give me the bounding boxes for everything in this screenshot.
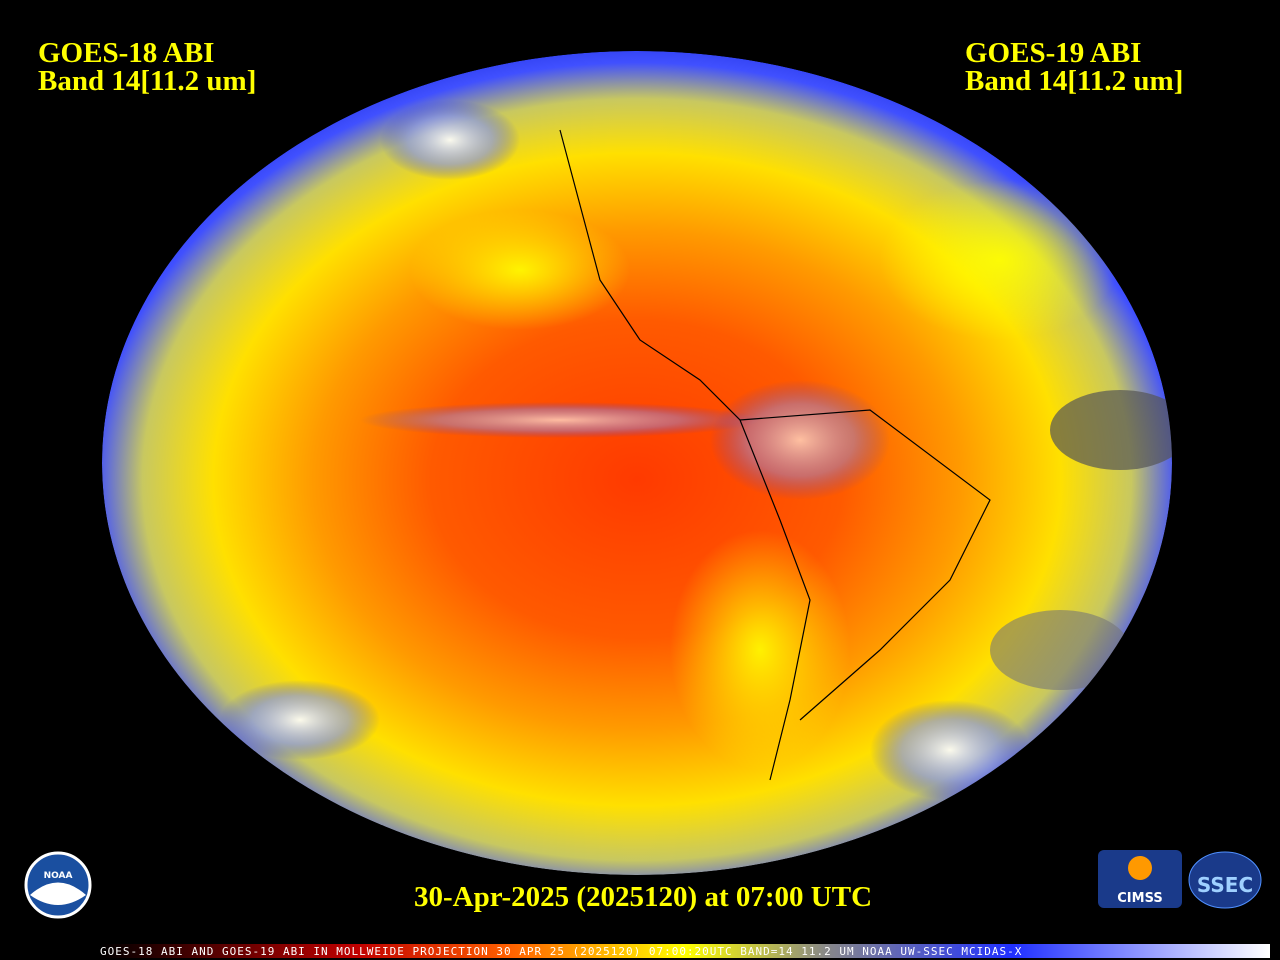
color-bar	[100, 944, 1270, 958]
noaa-text: NOAA	[44, 871, 73, 881]
right-title: GOES-19 ABI	[965, 37, 1141, 69]
ssec-text: SSEC	[1197, 873, 1253, 897]
date: 30-Apr-2025 (2025120) at 07:00 UTC	[414, 881, 872, 913]
left-subtitle: Band 14[11.2 um]	[38, 65, 256, 97]
footer: GOES-18 ABI AND GOES-19 ABI IN MOLLWEIDE…	[100, 945, 1022, 958]
cimss-text: CIMSS	[1117, 891, 1162, 906]
cimss-logo: CIMSS	[1098, 850, 1182, 908]
ssec-logo: SSEC	[1188, 851, 1262, 909]
globe	[102, 51, 1172, 875]
noaa-logo: NOAA	[24, 851, 92, 919]
right-subtitle: Band 14[11.2 um]	[965, 65, 1183, 97]
left-title: GOES-18 ABI	[38, 37, 214, 69]
